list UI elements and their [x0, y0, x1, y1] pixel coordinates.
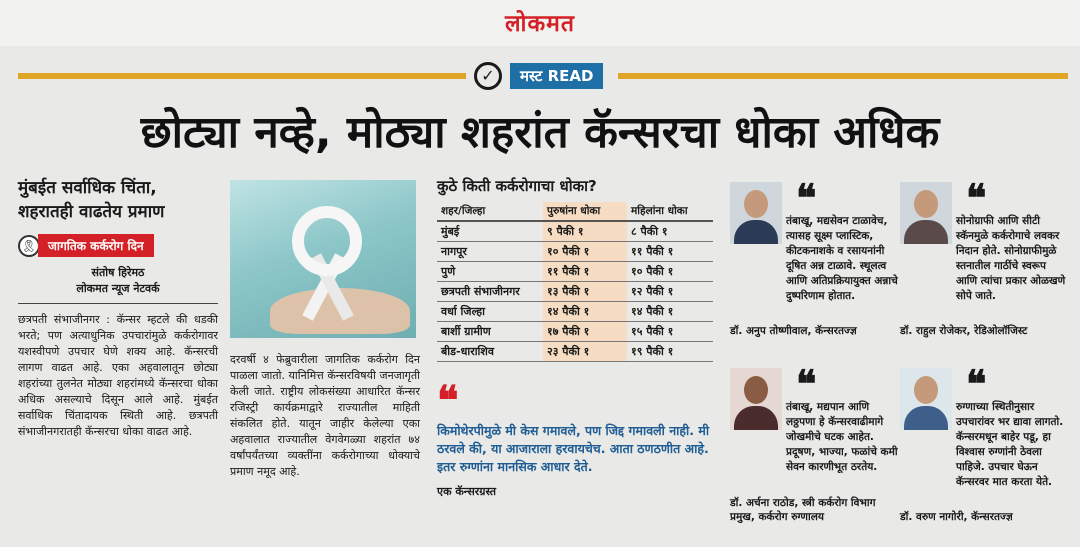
subhead-line-1: मुंबईत सर्वाधिक चिंता,: [18, 178, 157, 198]
city-cell: छत्रपती संभाजीनगर: [437, 281, 543, 302]
news-agency: लोकमत न्यूज नेटवर्क: [76, 282, 160, 295]
city-cell: नागपूर: [437, 241, 543, 262]
byline-divider: [18, 303, 218, 304]
patient-quote-source: एक कॅन्सरग्रस्त: [437, 485, 497, 498]
table-header-row: शहर/जिल्हा पुरुषांना धोका महिलांना धोका: [437, 202, 713, 222]
women-risk-cell: १२ पैकी १: [627, 281, 713, 302]
men-risk-cell: १७ पैकी १: [543, 321, 627, 342]
quote-mark-icon: ❝: [437, 377, 459, 424]
risk-table-box: कुठे किती कर्करोगाचा धोका? शहर/जिल्हा पु…: [437, 176, 713, 362]
city-cell: पुणे: [437, 261, 543, 282]
city-cell: बार्शी ग्रामीण: [437, 321, 543, 342]
patient-quote: ❝ किमोथेरपीमुळे मी केस गमावले, पण जिद्द …: [437, 377, 713, 499]
ribbon-icon: 🎗: [18, 234, 40, 257]
expert-quote-text: तंबाखू, मद्यपान आणि लठ्ठपणा हे कॅन्सरवाढ…: [786, 401, 898, 473]
expert-name: डॉ. राहुल रोजेकर, रेडिओलॉजिस्ट: [900, 325, 1028, 337]
quote-mark-icon: ❝: [966, 361, 987, 406]
expert-photo: [900, 182, 952, 244]
lokmat-logo[interactable]: लोकमत: [504, 10, 576, 37]
expert-quote-text: सोनोग्राफी आणि सीटी स्कॅनमुळे कर्करोगाचे…: [956, 215, 1066, 302]
table-row: नागपूर १० पैकी १ ११ पैकी १: [437, 241, 713, 262]
women-risk-cell: ८ पैकी १: [627, 221, 713, 242]
men-risk-cell: १३ पैकी १: [543, 281, 627, 302]
patient-quote-text: किमोथेरपीमुळे मी केस गमावले, पण जिद्द गम…: [437, 423, 710, 474]
women-risk-cell: १५ पैकी १: [627, 321, 713, 342]
page-title: छोट्या नव्हे, मोठ्या शहरांत कॅन्सरचा धोक…: [140, 107, 940, 158]
men-risk-cell: १० पैकी १: [543, 241, 627, 262]
quote-mark-icon: ❝: [796, 361, 817, 406]
risk-table-title: कुठे किती कर्करोगाचा धोका?: [437, 177, 597, 195]
city-cell: मुंबई: [437, 221, 543, 242]
women-risk-cell: १४ पैकी १: [627, 301, 713, 322]
women-risk-cell: १९ पैकी १: [627, 341, 713, 362]
risk-table: शहर/जिल्हा पुरुषांना धोका महिलांना धोका …: [437, 202, 713, 362]
check-circle-icon: ✓: [474, 62, 502, 90]
table-row: पुणे ११ पैकी १ १० पैकी १: [437, 261, 713, 282]
men-risk-cell: ११ पैकी १: [543, 261, 627, 282]
cancer-day-tag: 🎗 जागतिक कर्करोग दिन: [18, 234, 218, 257]
table-row: बार्शी ग्रामीण १७ पैकी १ १५ पैकी १: [437, 321, 713, 342]
banner-rule-right: [618, 73, 1068, 79]
women-risk-cell: ११ पैकी १: [627, 241, 713, 262]
men-risk-cell: ९ पैकी १: [543, 221, 627, 242]
lead-story: मुंबईत सर्वाधिक चिंता, शहरातही वाढतेय प्…: [18, 176, 218, 440]
table-row: बीड-धाराशिव २३ पैकी १ १९ पैकी १: [437, 341, 713, 362]
expert-photo: [730, 368, 782, 430]
must-read-badge: मस्ट READ: [510, 63, 604, 89]
quote-mark-icon: ❝: [966, 175, 987, 220]
col-header-women: महिलांना धोका: [627, 202, 713, 222]
byline: संतोष हिरेमठ लोकमत न्यूज नेटवर्क: [18, 265, 218, 297]
women-risk-cell: १० पैकी १: [627, 261, 713, 282]
table-row: वर्धा जिल्हा १४ पैकी १ १४ पैकी १: [437, 301, 713, 322]
men-risk-cell: १४ पैकी १: [543, 301, 627, 322]
expert-quote-text: रुग्णाच्या स्थितीनुसार उपचारांवर भर द्या…: [956, 401, 1064, 488]
expert-photo: [900, 368, 952, 430]
section-banner: ✓ मस्ट READ: [18, 62, 1068, 90]
city-cell: वर्धा जिल्हा: [437, 301, 543, 322]
expert-name: डॉ. अनुप तोष्णीवाल, कॅन्सरतज्ज्ञ: [730, 325, 857, 337]
expert-quote-text: तंबाखू, मद्यसेवन टाळावेच, त्यासह सूक्ष्म…: [786, 215, 898, 302]
cancer-ribbon-photo: [230, 180, 416, 338]
table-row: छत्रपती संभाजीनगर १३ पैकी १ १२ पैकी १: [437, 281, 713, 302]
subhead-line-2: शहरातही वाढतेय प्रमाण: [18, 202, 165, 222]
author-name: संतोष हिरेमठ: [91, 266, 145, 279]
lead-paragraph: छत्रपती संभाजीनगर : कॅन्सर म्हटले की धडक…: [18, 313, 218, 438]
col-header-city: शहर/जिल्हा: [437, 202, 543, 222]
men-risk-cell: २३ पैकी १: [543, 341, 627, 362]
body-paragraph-2: दरवर्षी ४ फेब्रुवारीला जागतिक कर्करोग दि…: [230, 353, 420, 478]
quote-mark-icon: ❝: [796, 175, 817, 220]
col-header-men: पुरुषांना धोका: [543, 202, 627, 222]
city-cell: बीड-धाराशिव: [437, 341, 543, 362]
banner-rule-left: [18, 73, 466, 79]
ribbon-loop: [292, 206, 362, 276]
expert-photo: [730, 182, 782, 244]
cancer-day-label: जागतिक कर्करोग दिन: [38, 234, 154, 257]
expert-name: डॉ. अर्चना राठोड, स्त्री कर्करोग विभाग प…: [730, 497, 876, 523]
expert-name: डॉ. वरुण नागोरी, कॅन्सरतज्ज्ञ: [900, 511, 1013, 523]
masthead: लोकमत: [0, 0, 1080, 46]
